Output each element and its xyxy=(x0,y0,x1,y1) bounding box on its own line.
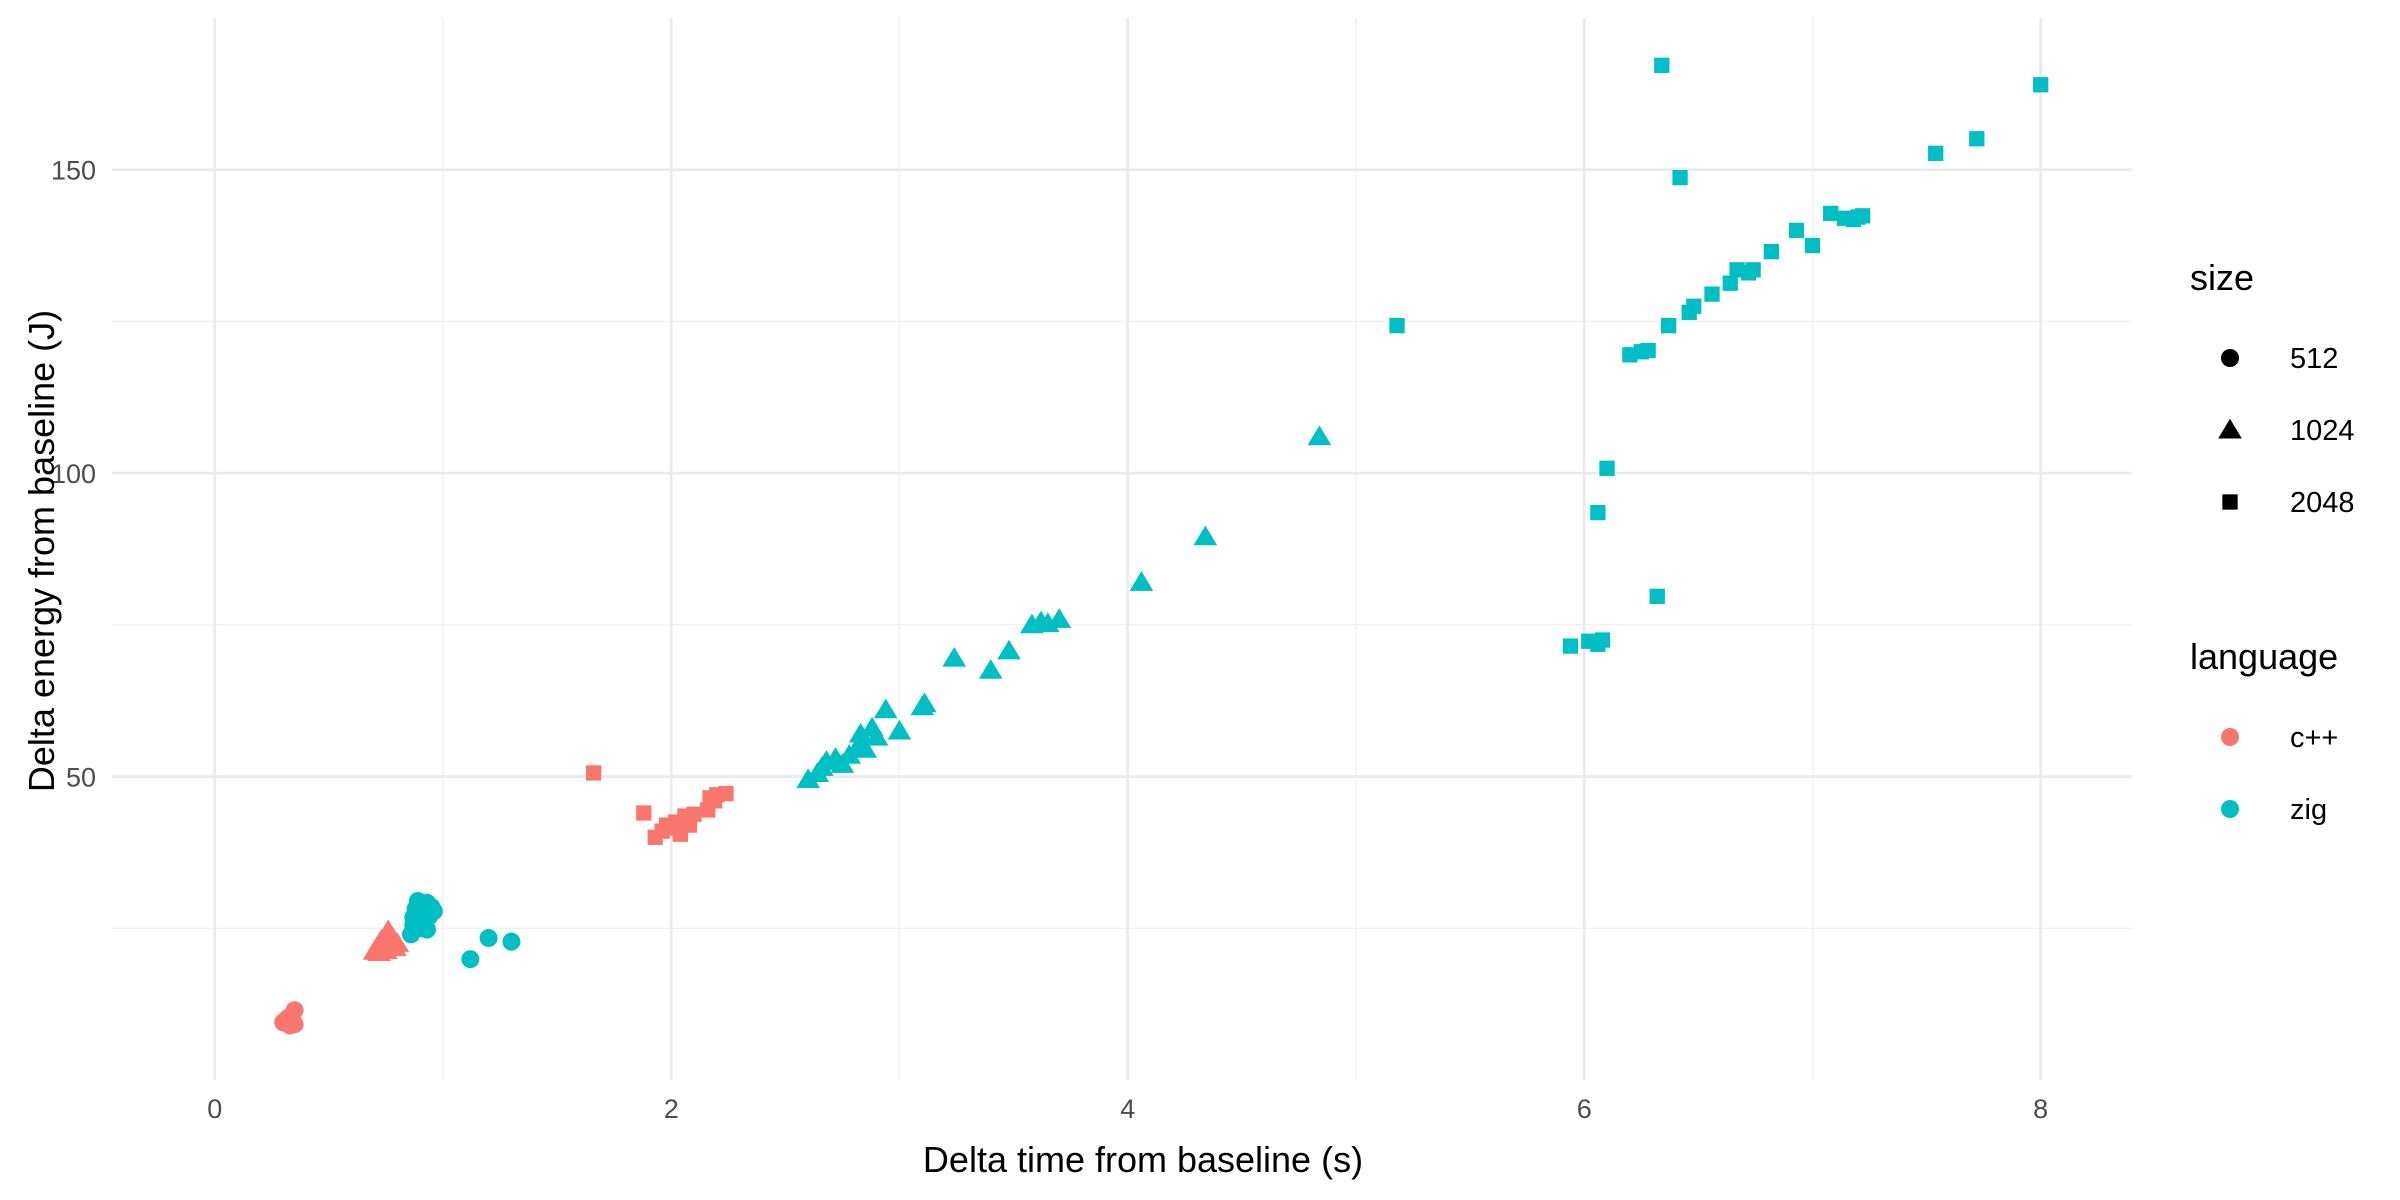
legend-size-key-1024 xyxy=(2218,418,2242,439)
data-point-cpp-1024 xyxy=(385,932,410,952)
data-point-zig-2048 xyxy=(1745,262,1761,278)
data-point-zig-2048 xyxy=(1823,205,1839,222)
legend-language-key-1 xyxy=(2221,800,2239,818)
legend-size-key-512 xyxy=(2221,349,2239,367)
data-point-zig-1024 xyxy=(1129,571,1154,591)
data-points xyxy=(274,57,2049,1035)
data-point-zig-512 xyxy=(502,932,521,951)
grid-lines xyxy=(112,18,2132,1080)
data-point-zig-2048 xyxy=(1686,298,1702,314)
x-tick-label: 4 xyxy=(1120,1094,1135,1124)
legend-language-label: c++ xyxy=(2290,722,2338,754)
legend-size-title: size xyxy=(2190,257,2254,298)
data-point-zig-2048 xyxy=(1649,588,1665,604)
data-point-zig-1024 xyxy=(997,639,1021,660)
data-point-zig-1024 xyxy=(864,725,889,746)
data-point-zig-512 xyxy=(479,928,498,947)
data-point-cpp-2048 xyxy=(718,785,734,802)
x-tick-label: 6 xyxy=(1577,1094,1592,1124)
data-point-zig-1024 xyxy=(1193,525,1218,546)
data-point-zig-2048 xyxy=(1562,638,1579,654)
legend-language: language c++ zig xyxy=(2190,636,2338,826)
data-point-zig-2048 xyxy=(1654,57,1670,73)
data-point-zig-2048 xyxy=(1704,286,1720,302)
data-point-zig-2048 xyxy=(1672,169,1688,186)
data-point-zig-512 xyxy=(424,902,443,921)
data-point-zig-2048 xyxy=(1969,131,1985,147)
data-point-zig-1024 xyxy=(912,692,937,713)
data-point-zig-2048 xyxy=(1661,318,1677,334)
legend-language-title: language xyxy=(2190,636,2338,677)
data-point-zig-2048 xyxy=(1788,222,1805,239)
data-point-zig-2048 xyxy=(1389,318,1405,334)
data-point-zig-2048 xyxy=(1599,460,1615,476)
data-point-zig-1024 xyxy=(1307,425,1332,446)
y-tick-label: 50 xyxy=(66,763,96,793)
data-point-zig-2048 xyxy=(1640,342,1656,359)
legend-size-label: 1024 xyxy=(2290,415,2355,447)
data-point-cpp-2048 xyxy=(636,805,652,821)
data-point-zig-2048 xyxy=(2033,77,2049,93)
legend-language-label: zig xyxy=(2290,794,2327,826)
data-point-cpp-512 xyxy=(285,1015,304,1034)
data-point-zig-2048 xyxy=(1763,243,1780,260)
legend-language-key-0 xyxy=(2221,728,2239,746)
y-tick-label: 100 xyxy=(51,459,96,489)
y-tick-label: 150 xyxy=(51,156,96,186)
data-point-zig-512 xyxy=(461,950,480,969)
data-point-zig-1024 xyxy=(848,722,873,743)
data-point-zig-2048 xyxy=(1855,208,1871,224)
data-point-cpp-512 xyxy=(285,1001,304,1020)
data-point-zig-1024 xyxy=(873,698,898,719)
data-point-cpp-2048 xyxy=(686,806,702,822)
x-tick-label: 2 xyxy=(664,1094,679,1124)
x-tick-label: 8 xyxy=(2033,1094,2048,1124)
data-point-zig-512 xyxy=(417,920,436,939)
legend-size-key-2048 xyxy=(2222,494,2238,510)
legend-size: size 512 1024 2048 xyxy=(2190,257,2355,519)
data-point-zig-1024 xyxy=(978,659,1003,679)
data-point-zig-2048 xyxy=(1722,275,1738,291)
data-point-zig-2048 xyxy=(1594,632,1611,648)
axis-ticks: 0 2 4 6 8 50 100 150 xyxy=(51,156,2048,1124)
data-point-zig-2048 xyxy=(1590,504,1606,521)
data-point-zig-1024 xyxy=(887,719,912,740)
data-point-zig-1024 xyxy=(942,646,967,667)
legend-size-label: 512 xyxy=(2290,343,2338,375)
x-axis-title: Delta time from baseline (s) xyxy=(923,1139,1363,1180)
data-point-zig-1024 xyxy=(1047,608,1072,628)
data-point-zig-2048 xyxy=(1804,237,1821,254)
data-point-zig-1024 xyxy=(853,738,878,758)
y-axis-title: Delta energy from baseline (J) xyxy=(21,310,62,792)
data-point-zig-2048 xyxy=(1928,145,1944,161)
data-point-cpp-2048 xyxy=(585,765,602,781)
legend-size-label: 2048 xyxy=(2290,487,2355,519)
x-tick-label: 0 xyxy=(207,1094,222,1124)
